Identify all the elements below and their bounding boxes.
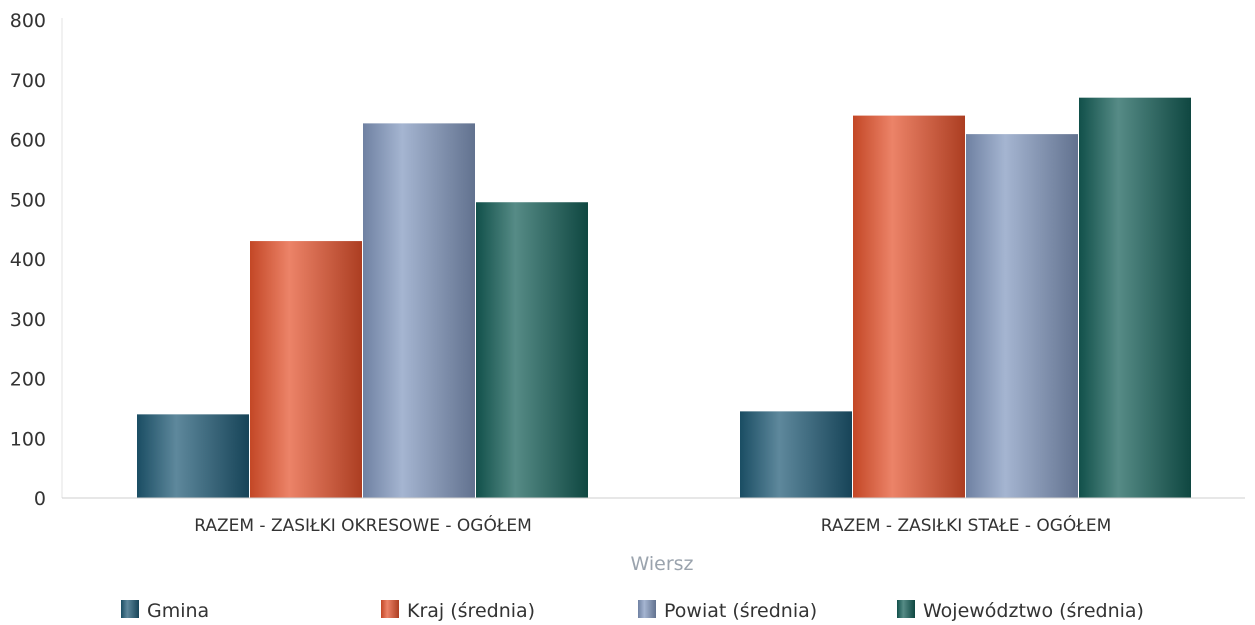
bars xyxy=(137,97,1191,499)
y-tick-label: 700 xyxy=(10,70,46,92)
bar-2-1 xyxy=(250,241,362,498)
bar-4-2 xyxy=(1079,97,1191,499)
x-axis: RAZEM - ZASIŁKI OKRESOWE - OGÓŁEM RAZEM -… xyxy=(62,497,1245,536)
legend-swatch xyxy=(638,600,656,618)
legend-swatch xyxy=(381,600,399,618)
bar-2-2 xyxy=(853,115,965,498)
legend-label: Powiat (średnia) xyxy=(664,600,817,622)
y-tick-label: 200 xyxy=(10,369,46,391)
legend-label: Gmina xyxy=(147,600,209,622)
y-tick-label: 400 xyxy=(10,249,46,271)
legend-label: Województwo (średnia) xyxy=(923,600,1144,622)
x-category-label: RAZEM - ZASIŁKI STAŁE - OGÓŁEM xyxy=(821,514,1112,536)
legend-item[interactable]: Powiat (średnia) xyxy=(638,600,817,622)
legend-swatch xyxy=(121,600,139,618)
y-tick-label: 800 xyxy=(10,10,46,32)
x-axis-title: Wiersz xyxy=(630,553,693,575)
legend-item[interactable]: Gmina xyxy=(121,600,209,622)
x-category-label: RAZEM - ZASIŁKI OKRESOWE - OGÓŁEM xyxy=(194,514,532,536)
bar-3-1 xyxy=(363,123,475,499)
legend-item[interactable]: Województwo (średnia) xyxy=(897,600,1144,622)
legend-swatch xyxy=(897,600,915,618)
legend: Gmina Kraj (średnia) Powiat (średnia) Wojew… xyxy=(121,600,1144,622)
legend-item[interactable]: Kraj (średnia) xyxy=(381,600,535,622)
bar-1-1 xyxy=(137,414,249,498)
y-tick-label: 0 xyxy=(34,488,46,510)
bar-3-2 xyxy=(966,134,1078,498)
y-tick-label: 500 xyxy=(10,189,46,211)
y-tick-label: 600 xyxy=(10,130,46,152)
y-tick-label: 300 xyxy=(10,309,46,331)
bar-1-2 xyxy=(740,411,852,498)
bar-4-1 xyxy=(476,202,588,499)
legend-label: Kraj (średnia) xyxy=(407,600,535,622)
y-tick-label: 100 xyxy=(10,428,46,450)
y-axis: 0 100 200 300 400 500 600 700 800 xyxy=(10,10,63,510)
